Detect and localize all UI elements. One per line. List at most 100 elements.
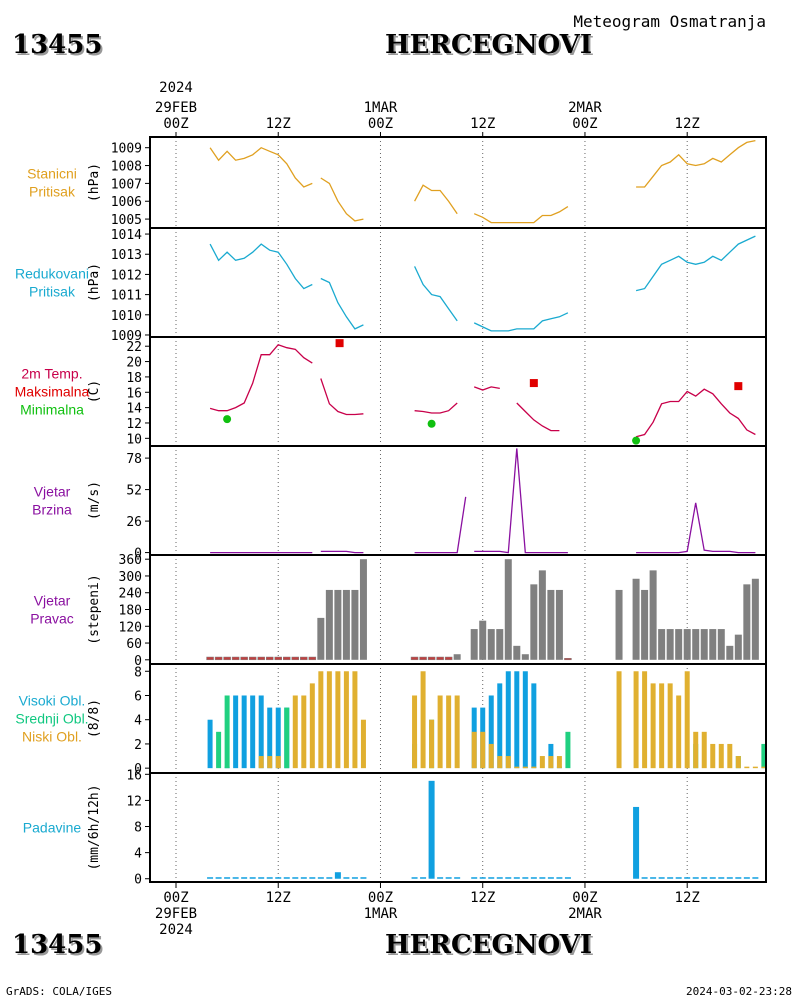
wind-direction-bar <box>641 589 649 660</box>
timestamp-text: 2024-03-02-23:28 <box>686 985 792 998</box>
precipitation-bar <box>351 877 358 879</box>
precipitation-bar <box>283 877 290 879</box>
precipitation-bar <box>539 877 546 879</box>
station-pressure-line <box>636 139 756 188</box>
y-tick-label: 20 <box>126 356 142 371</box>
panel-label: Stanicni <box>27 166 77 182</box>
precipitation-bar <box>547 877 554 879</box>
cloud-bar <box>565 731 571 769</box>
precipitation-bar <box>334 872 341 879</box>
y-tick-label: 4 <box>134 714 142 729</box>
wind-speed-panel <box>145 445 767 556</box>
wind-direction-bar <box>632 578 640 660</box>
precipitation-bar <box>675 877 682 879</box>
cloud-bar <box>267 756 273 769</box>
panel-frame <box>149 227 767 338</box>
y-tick-label: 1009 <box>111 329 142 344</box>
precipitation-bar <box>709 877 716 879</box>
y-tick-label: 1012 <box>111 268 142 283</box>
top-time-label: 12Z <box>470 116 495 132</box>
y-tick-label: 14 <box>126 402 142 417</box>
precipitation-bar <box>326 877 333 879</box>
panel-label: Srednji Obl. <box>15 711 88 727</box>
max-temp-marker <box>529 379 538 388</box>
cloud-bar <box>446 695 452 769</box>
wind-direction-bar <box>240 656 248 661</box>
panel-label: Vjetar <box>34 593 71 609</box>
precipitation-bar <box>530 877 537 879</box>
precipitation-bar <box>667 877 674 879</box>
y-tick-label: 12 <box>126 794 142 809</box>
precipitation-bar <box>266 877 273 879</box>
cloud-bar <box>556 756 562 769</box>
wind-direction-bar <box>513 645 521 660</box>
y-tick-label: 1006 <box>111 195 142 210</box>
precipitation-panel <box>145 772 767 883</box>
y-tick-label: 1014 <box>111 228 142 243</box>
y-tick-label: 52 <box>126 484 142 499</box>
panel-frame <box>149 336 767 447</box>
wind-direction-bar <box>231 656 240 661</box>
precipitation-bar <box>215 877 222 879</box>
precipitation-bar <box>743 877 750 879</box>
y-tick-label: 0 <box>134 654 142 669</box>
cloud-bar <box>616 671 622 769</box>
unit-label: (stepeni) <box>87 574 102 644</box>
wind-direction-bar <box>444 656 453 661</box>
cloud-bar <box>659 683 665 769</box>
chart-subtitle: Meteogram Osmatranja <box>573 12 766 31</box>
y-tick-label: 78 <box>126 452 142 467</box>
y-tick-label: 18 <box>126 371 142 386</box>
reduced-pressure-line <box>209 243 313 290</box>
wind-direction-bar <box>751 578 759 660</box>
panel-label: Pritisak <box>29 184 76 200</box>
top-time-label: 29FEB <box>155 100 197 116</box>
cloud-bar <box>761 766 767 769</box>
precipitation-bar <box>360 877 367 879</box>
precipitation-bar <box>564 877 571 879</box>
wind-direction-bar <box>419 656 427 661</box>
wind-direction-bar <box>427 656 436 661</box>
wind-direction-bar <box>214 656 223 661</box>
y-tick-label: 1005 <box>111 213 142 228</box>
panel-label: Pritisak <box>29 284 76 300</box>
cloud-bar <box>352 671 358 769</box>
panel-frame <box>149 136 767 229</box>
cloud-bar <box>548 756 554 769</box>
wind-direction-bar <box>317 617 325 660</box>
precipitation-bar <box>207 877 214 879</box>
cloud-bar <box>522 766 528 769</box>
precipitation-bar <box>232 877 239 879</box>
top-time-label: 00Z <box>163 116 188 132</box>
cloud-bar <box>710 743 716 769</box>
unit-label: (m/s) <box>87 481 102 520</box>
wind-direction-bar <box>692 629 700 660</box>
y-tick-label: 0 <box>134 762 142 777</box>
wind-direction-bar <box>334 589 342 660</box>
precipitation-bar <box>300 877 307 879</box>
cloud-bar <box>701 731 707 769</box>
panel-frame <box>149 772 767 883</box>
precipitation-bar <box>692 877 699 879</box>
max-temp-marker <box>335 339 344 348</box>
precipitation-bar <box>641 877 648 879</box>
precipitation-bar <box>471 877 478 879</box>
cloud-bar <box>216 731 222 769</box>
cloud-bar <box>258 695 264 769</box>
panel-label: Visoki Obl. <box>19 693 86 709</box>
precipitation-bar <box>420 877 427 879</box>
precipitation-bar <box>701 877 708 879</box>
cloud-bar <box>360 719 366 769</box>
station-pressure-line <box>209 146 313 188</box>
credit-text: GrADS: COLA/IGES <box>6 985 112 998</box>
cloud-bar <box>684 671 690 769</box>
precipitation-bar <box>488 877 495 879</box>
y-tick-label: 1013 <box>111 248 142 263</box>
precipitation-bar <box>224 877 231 879</box>
temperature-line <box>320 378 364 416</box>
y-tick-label: 240 <box>119 587 142 602</box>
cloud-bar <box>505 671 511 769</box>
cloud-bar <box>633 671 639 769</box>
wind-speed-line <box>414 496 467 554</box>
